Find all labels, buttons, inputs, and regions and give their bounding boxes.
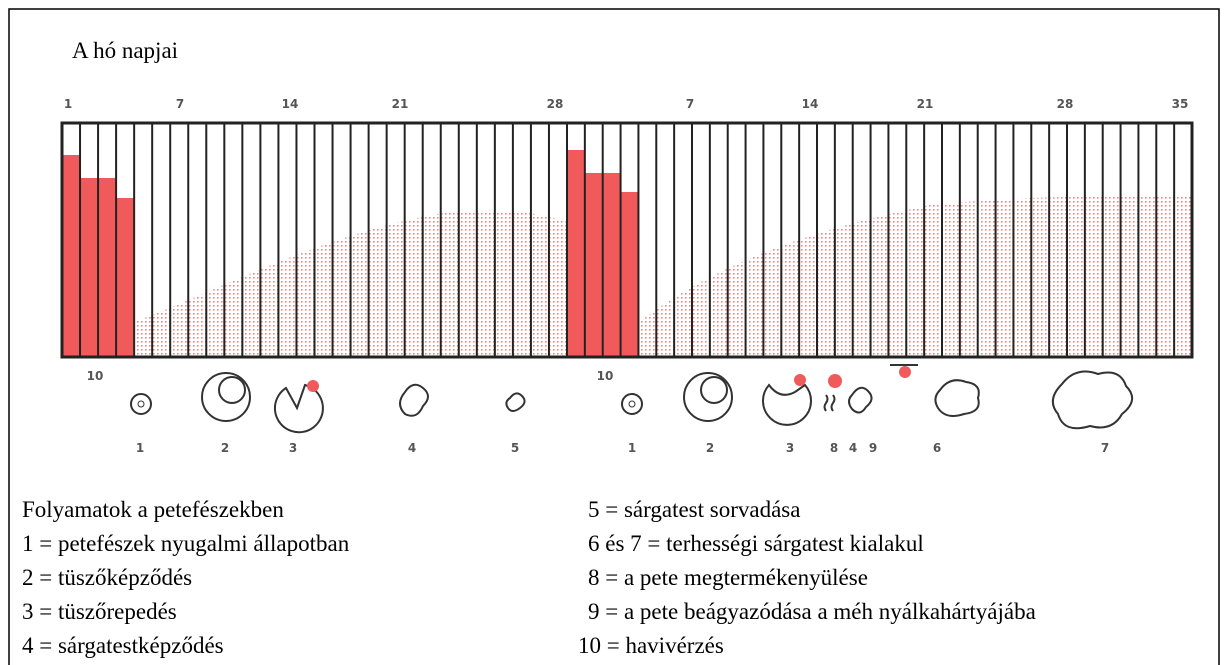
legend-item: 9 = a pete beágyazódása a méh nyálkahárt… [588,599,1036,624]
day-label: 28 [547,97,564,111]
stage-label: 4 [408,441,416,455]
day-label: 14 [282,97,299,111]
stage-label: 10 [597,369,614,383]
legend-item: 5 = sárgatest sorvadása [588,497,800,522]
ovary-icons [131,365,1132,432]
page: A hó napjai 1714212871421283510123451012… [0,0,1229,665]
stage-label: 2 [706,441,714,455]
legend-item: 10 = havivérzés [578,633,724,658]
day-label: 7 [686,97,694,111]
day-label: 21 [917,97,934,111]
stage-label: 8 [830,441,838,455]
stage-label: 7 [1101,441,1109,455]
stage-label: 5 [511,441,519,455]
legend-heading: Folyamatok a petefészekben [22,497,284,522]
stage-label: 9 [869,441,877,455]
day-label: 1 [64,97,72,111]
stage-label: 2 [221,441,229,455]
stage-label: 3 [786,441,794,455]
cycle-chart [62,123,1192,357]
day-label: 28 [1057,97,1074,111]
day-label: 14 [802,97,819,111]
legend-item: 8 = a pete megtermékenyülése [588,565,868,590]
legend-item: 6 és 7 = terhességi sárgatest kialakul [588,531,924,556]
day-label: 35 [1172,97,1189,111]
legend-item: 4 = sárgatestképződés [22,633,224,658]
stage-label: 10 [87,369,104,383]
stage-label: 1 [136,441,144,455]
day-label: 21 [392,97,409,111]
hormone-area [639,196,1192,357]
stage-label: 4 [849,441,857,455]
legend-item: 3 = tüszőrepedés [22,599,177,624]
stage-label: 1 [628,441,636,455]
title: A hó napjai [72,38,178,63]
stage-label: 3 [289,441,297,455]
day-label: 7 [176,97,184,111]
stage-label: 6 [933,441,941,455]
legend-item: 2 = tüszőképződés [22,565,192,590]
legend-item: 1 = petefészek nyugalmi állapotban [22,531,350,556]
